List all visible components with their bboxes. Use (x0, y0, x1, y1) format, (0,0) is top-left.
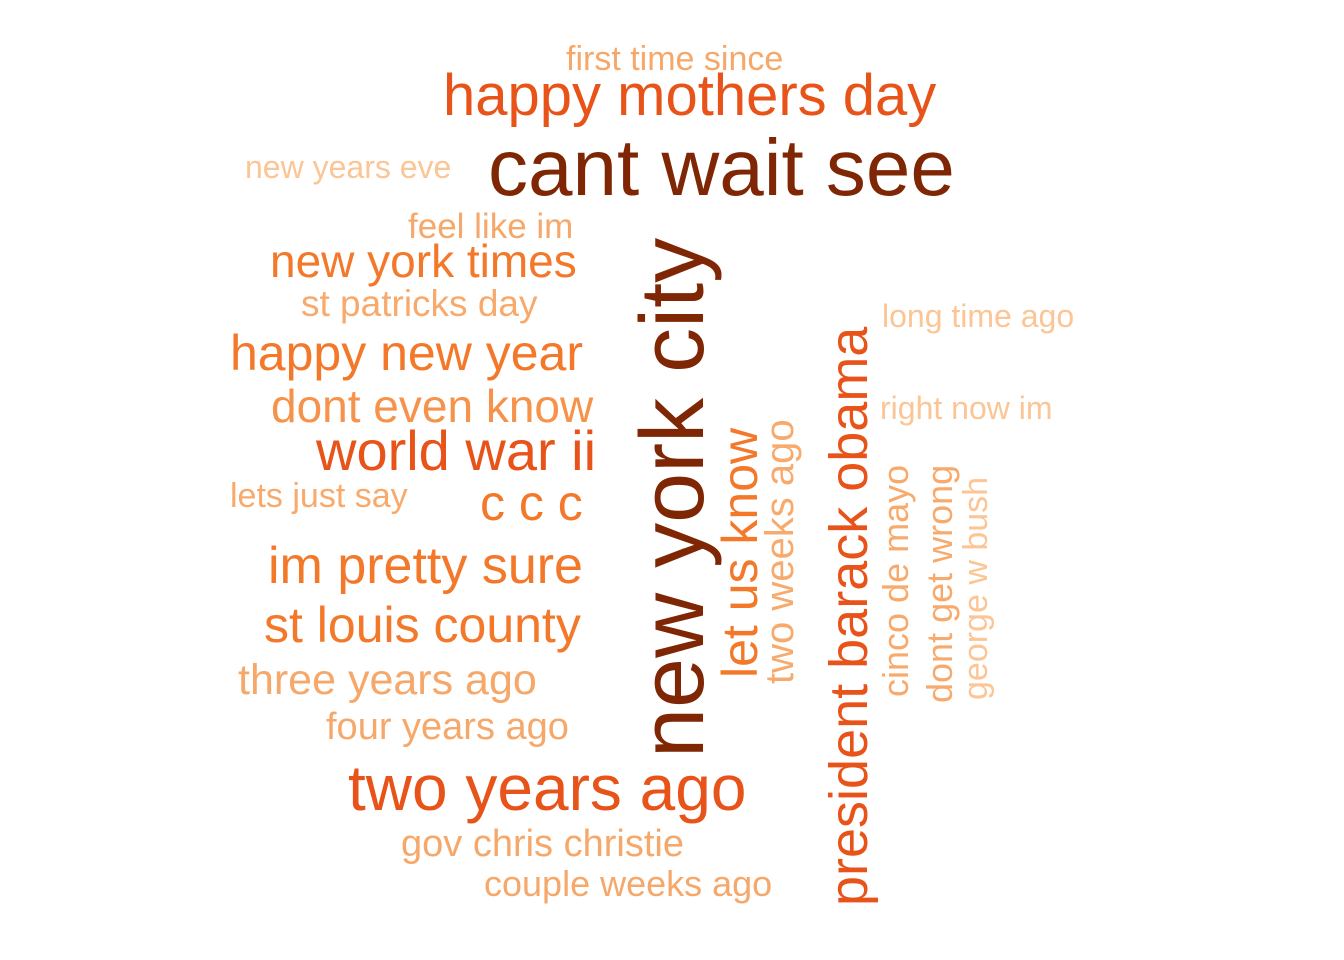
word-dont-even-know: dont even know (271, 380, 594, 432)
word-new-york-times: new york times (270, 235, 577, 287)
word-lets-just-say: lets just say (230, 477, 408, 515)
word-two-years-ago: two years ago (348, 752, 747, 824)
word-long-time-ago: long time ago (882, 298, 1075, 334)
word-four-years-ago: four years ago (326, 706, 569, 748)
word-couple-weeks-ago: couple weeks ago (484, 863, 773, 904)
word-happy-mothers-day: happy mothers day (443, 63, 937, 128)
word-three-years-ago: three years ago (238, 656, 537, 704)
word-new-years-eve: new years eve (245, 149, 452, 185)
word-george-w-bush: george w bush (957, 476, 995, 700)
word-gov-chris-christie: gov chris christie (401, 823, 684, 865)
word-feel-like-im: feel like im (408, 207, 574, 246)
word-st-louis-county: st louis county (264, 597, 581, 653)
word-cinco-de-mayo: cinco de mayo (875, 464, 916, 697)
word-happy-new-year: happy new year (230, 325, 584, 381)
word-two-weeks-ago: two weeks ago (758, 419, 802, 684)
word-new-york-city: new york city (623, 237, 723, 758)
word-im-pretty-sure: im pretty sure (268, 537, 583, 595)
word-world-war-ii: world war ii (316, 419, 597, 482)
word-c-c-c: c c c (480, 475, 583, 531)
word-first-time-since: first time since (566, 40, 784, 78)
word-st-patricks-day: st patricks day (301, 283, 538, 324)
word-president-barack-obama: president barack obama (819, 326, 879, 906)
word-dont-get-wrong: dont get wrong (919, 464, 960, 703)
word-right-now-im: right now im (880, 390, 1053, 426)
word-cant-wait-see: cant wait see (488, 123, 955, 212)
